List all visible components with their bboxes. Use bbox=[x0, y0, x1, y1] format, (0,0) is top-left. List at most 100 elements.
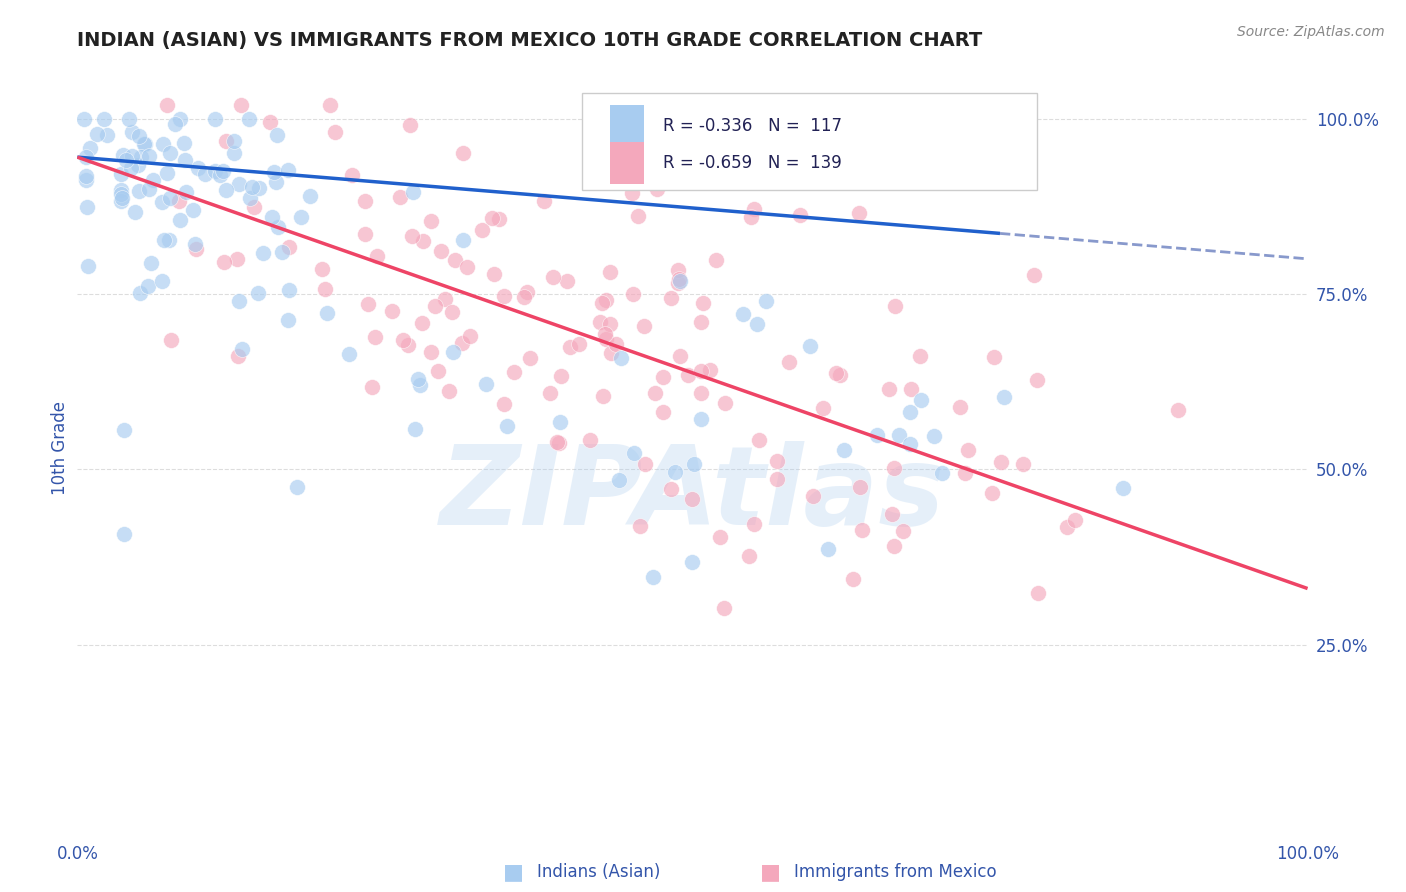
Point bbox=[299, 189, 322, 203]
Point bbox=[620, 186, 643, 200]
Point bbox=[127, 158, 149, 172]
Point bbox=[765, 454, 787, 468]
Point bbox=[595, 293, 617, 308]
Point bbox=[709, 530, 731, 544]
Point bbox=[1022, 268, 1045, 282]
Point bbox=[748, 433, 770, 447]
Point bbox=[513, 290, 536, 304]
Point bbox=[692, 296, 714, 310]
Point bbox=[277, 162, 299, 177]
Point bbox=[628, 519, 651, 533]
Point bbox=[174, 185, 197, 199]
Point bbox=[266, 128, 288, 142]
Point bbox=[169, 212, 191, 227]
Point bbox=[389, 190, 412, 204]
Point bbox=[150, 274, 173, 288]
Point bbox=[204, 112, 226, 126]
Point bbox=[1064, 513, 1087, 527]
Point bbox=[731, 307, 754, 321]
Point bbox=[238, 112, 260, 126]
Point bbox=[174, 153, 197, 167]
Point bbox=[215, 183, 238, 197]
Point bbox=[242, 179, 264, 194]
Point bbox=[129, 286, 152, 301]
Point bbox=[824, 366, 846, 380]
Point bbox=[247, 181, 270, 195]
Point bbox=[683, 457, 706, 471]
Point bbox=[86, 127, 108, 141]
Point bbox=[142, 173, 165, 187]
Point bbox=[488, 211, 510, 226]
Point bbox=[434, 292, 457, 306]
Point bbox=[599, 317, 621, 331]
Point bbox=[568, 337, 591, 351]
Point bbox=[690, 385, 713, 400]
Point bbox=[212, 255, 235, 269]
Point bbox=[676, 368, 699, 382]
Point bbox=[110, 183, 132, 197]
Point bbox=[231, 343, 253, 357]
Point bbox=[411, 316, 433, 330]
Point bbox=[231, 97, 253, 112]
Point bbox=[354, 227, 377, 241]
Point bbox=[548, 415, 571, 429]
Point bbox=[592, 389, 614, 403]
Point bbox=[533, 194, 555, 208]
Point bbox=[884, 299, 907, 313]
Point bbox=[600, 346, 623, 360]
Point bbox=[212, 164, 235, 178]
Point bbox=[541, 269, 564, 284]
Point bbox=[409, 377, 432, 392]
Point bbox=[471, 223, 494, 237]
Point bbox=[183, 202, 205, 217]
Point bbox=[75, 169, 97, 184]
Point bbox=[610, 351, 633, 366]
Point bbox=[993, 390, 1015, 404]
Point bbox=[204, 164, 226, 178]
Point bbox=[226, 252, 249, 266]
Point bbox=[451, 145, 474, 160]
Point bbox=[633, 319, 655, 334]
Point bbox=[578, 434, 600, 448]
Point bbox=[111, 148, 134, 162]
Point bbox=[689, 411, 711, 425]
Point bbox=[96, 128, 118, 142]
Point bbox=[588, 315, 610, 329]
Point bbox=[591, 296, 613, 310]
Point bbox=[73, 112, 96, 126]
Point bbox=[159, 333, 181, 347]
Point bbox=[713, 601, 735, 615]
Point bbox=[360, 380, 382, 394]
Point bbox=[75, 172, 97, 186]
Point bbox=[664, 466, 686, 480]
Point bbox=[538, 386, 561, 401]
Point bbox=[627, 209, 650, 223]
Point bbox=[194, 167, 217, 181]
Point bbox=[451, 233, 474, 247]
Bar bbox=[610, 142, 644, 184]
Point bbox=[811, 401, 834, 415]
Point bbox=[669, 349, 692, 363]
Point bbox=[222, 134, 245, 148]
Point bbox=[849, 479, 872, 493]
Point bbox=[681, 555, 703, 569]
Point bbox=[152, 136, 174, 151]
Point bbox=[247, 286, 270, 301]
Point bbox=[891, 524, 914, 538]
Point bbox=[419, 345, 441, 359]
Point bbox=[990, 455, 1012, 469]
Point bbox=[880, 507, 903, 521]
Point bbox=[595, 332, 617, 346]
Point bbox=[314, 282, 336, 296]
Point bbox=[492, 289, 515, 303]
Point bbox=[910, 392, 932, 407]
Point bbox=[659, 482, 682, 496]
Point bbox=[922, 429, 945, 443]
Point bbox=[887, 428, 910, 442]
Point bbox=[337, 347, 360, 361]
Point bbox=[425, 299, 447, 313]
Point bbox=[398, 118, 420, 132]
Point bbox=[252, 246, 274, 260]
Point bbox=[659, 291, 682, 305]
Point bbox=[271, 244, 294, 259]
